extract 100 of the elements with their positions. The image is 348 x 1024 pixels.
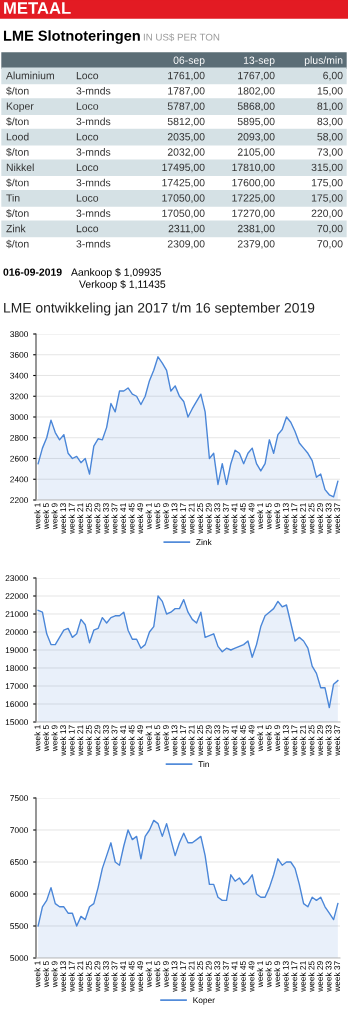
- y-tick-label: 21000: [5, 611, 29, 618]
- x-tick-label: week 41: [231, 725, 238, 756]
- text: Zink: [6, 224, 26, 233]
- x-tick-label: week 21: [77, 961, 84, 992]
- category-label: 13-sep: [243, 56, 275, 67]
- text: Loco: [76, 71, 99, 80]
- y-tick-label: 3400: [10, 372, 29, 379]
- text: 1787,00: [168, 87, 205, 96]
- x-tick-label: week 5: [265, 725, 272, 752]
- x-tick-label: week 21: [299, 725, 306, 756]
- x-tick-label: week 37: [111, 961, 118, 992]
- x-tick-label: week 1: [256, 725, 264, 752]
- text: 58,00: [317, 133, 343, 142]
- text: $/ton: [6, 86, 29, 96]
- x-tick-label: week 29: [316, 503, 323, 534]
- x-tick-label: week 25: [196, 503, 204, 534]
- x-tick-label: week 49: [137, 961, 144, 992]
- x-tick-label: week 29: [94, 503, 101, 534]
- y-tick-label: 5000: [10, 955, 29, 962]
- x-tick-label: week 5: [154, 725, 161, 752]
- y-tick-label: 2600: [10, 455, 29, 462]
- text: 3-mnds: [76, 239, 111, 248]
- text: 3-mnds: [76, 148, 111, 156]
- text: Koper: [6, 102, 34, 112]
- x-tick-label: week 41: [231, 961, 238, 992]
- text: 1767,00: [238, 71, 275, 81]
- text: 220,00: [311, 209, 343, 219]
- x-tick-label: week 29: [205, 725, 212, 756]
- x-tick-label: week 17: [179, 503, 186, 534]
- y-tick-label: 2800: [10, 434, 29, 441]
- x-tick-label: week 9: [51, 725, 58, 752]
- x-tick-label: week 33: [214, 503, 221, 534]
- text: 17270,00: [232, 209, 275, 219]
- x-tick-label: week 13: [171, 961, 178, 992]
- x-tick-label: week 1: [145, 961, 152, 988]
- x-tick-label: week 17: [68, 503, 75, 534]
- category-label: 06-sep: [173, 56, 205, 67]
- x-tick-label: week 5: [42, 725, 49, 752]
- text: Loco: [76, 133, 99, 141]
- text: Nikkel: [6, 163, 34, 172]
- text: 3-mnds: [76, 117, 111, 126]
- x-tick-label: week 37: [222, 961, 229, 992]
- x-tick-label: week 41: [231, 503, 238, 534]
- text: 5895,00: [237, 117, 275, 127]
- text: 17495,00: [162, 163, 205, 173]
- text: 2035,00: [167, 133, 205, 142]
- x-tick-label: week 45: [239, 725, 246, 756]
- x-tick-label: week 49: [248, 725, 255, 756]
- text: 17810,00: [232, 163, 275, 173]
- text: Verkoop $ 1,11435: [79, 280, 166, 290]
- x-tick-label: week 25: [85, 725, 92, 756]
- x-tick-label: week 49: [248, 503, 255, 534]
- x-tick-label: week 21: [299, 503, 306, 534]
- x-tick-label: week 9: [162, 961, 169, 988]
- category-label: plus/min: [304, 56, 343, 67]
- x-tick-label: week 37: [333, 961, 341, 992]
- x-tick-label: week 25: [308, 503, 315, 534]
- x-tick-label: week 13: [282, 725, 289, 756]
- text: 1802,00: [238, 87, 275, 96]
- x-tick-label: week 29: [205, 503, 212, 534]
- x-tick-label: week 17: [291, 961, 298, 992]
- x-tick-label: week 33: [325, 725, 332, 756]
- text: Aankoop $ 1,09935: [71, 268, 161, 278]
- text: 6,00: [323, 71, 343, 81]
- legend-label: Koper: [193, 997, 215, 1005]
- text: 17425,00: [162, 178, 205, 188]
- text: 5812,00: [167, 117, 205, 127]
- x-tick-label: week 45: [239, 961, 246, 992]
- text: Loco: [76, 194, 99, 202]
- text: $/ton: [6, 178, 29, 187]
- x-tick-label: week 13: [59, 503, 67, 534]
- x-tick-label: week 37: [333, 503, 341, 534]
- x-tick-label: week 29: [205, 961, 212, 992]
- x-tick-label: week 29: [94, 725, 101, 756]
- text: $/ton: [6, 209, 29, 218]
- x-tick-label: week 9: [274, 725, 281, 752]
- y-tick-label: 17000: [5, 683, 29, 690]
- text: 17050,00: [162, 209, 205, 219]
- x-tick-label: week 21: [299, 961, 306, 992]
- text: IN US$ PER TON: [143, 33, 220, 42]
- x-tick-label: week 9: [51, 961, 58, 988]
- y-tick-label: 7500: [10, 795, 29, 802]
- text: Loco: [76, 163, 99, 172]
- x-tick-label: week 21: [188, 961, 195, 992]
- text: 17050,00: [162, 194, 205, 203]
- x-tick-label: week 49: [137, 725, 144, 756]
- x-tick-label: week 5: [265, 961, 272, 988]
- y-tick-label: 6000: [10, 891, 29, 898]
- text: 3-mnds: [76, 209, 111, 217]
- x-tick-label: week 13: [171, 503, 178, 534]
- y-tick-label: 15000: [5, 719, 29, 726]
- text: 2309,00: [167, 240, 205, 249]
- x-tick-label: week 9: [162, 503, 169, 530]
- x-tick-label: week 25: [85, 961, 92, 992]
- x-tick-label: week 21: [188, 503, 195, 534]
- x-tick-label: week 21: [77, 725, 84, 756]
- y-tick-label: 16000: [5, 701, 29, 708]
- text: 175,00: [311, 178, 343, 188]
- x-tick-label: week 37: [111, 725, 118, 756]
- x-tick-label: week 33: [325, 961, 332, 992]
